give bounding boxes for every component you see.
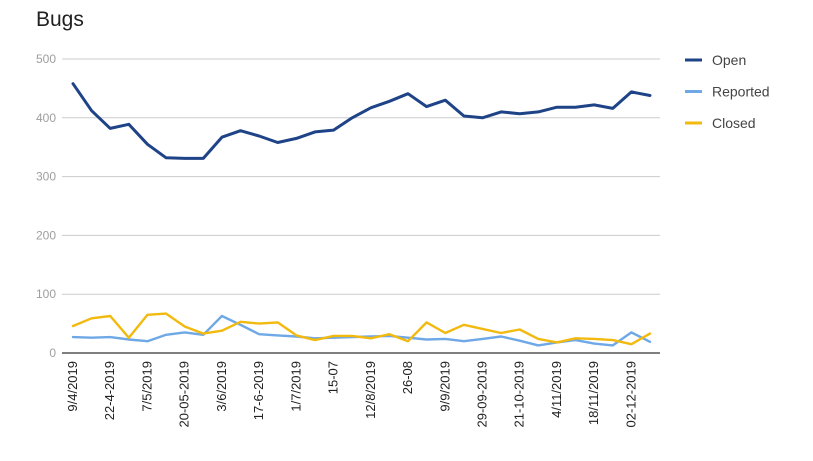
x-tick-label: 21-10-2019 [512,361,527,428]
x-tick-label: 15-07 [326,361,341,394]
x-tick-label: 18/11/2019 [586,361,601,425]
y-tick-label: 300 [36,170,56,184]
x-axis-ticks: 9/4/2019 22-4-2019 7/5/2019 20-05-2019 3/6/2… [65,361,638,428]
x-tick-label: 9/4/2019 [65,361,80,412]
y-tick-label: 100 [36,287,56,301]
x-tick-label: 22-4-2019 [102,361,117,420]
x-tick-label: 29-09-2019 [474,361,489,428]
y-tick-label: 200 [36,228,56,242]
series-line-open [71,82,652,160]
x-tick-label: 12/8/2019 [363,361,378,419]
x-tick-label: 20-05-2019 [177,361,192,428]
x-tick-label: 4/11/2019 [549,361,564,418]
x-tick-label: 02-12-2019 [623,361,638,428]
y-tick-label: 500 [36,52,56,66]
x-tick-label: 7/5/2019 [139,361,154,412]
legend-label: Reported [712,84,770,100]
series-line-closed [71,312,652,346]
y-tick-label: 0 [49,346,56,360]
y-axis-ticks: 0 100 200 300 400 500 [36,52,56,360]
gridlines [62,58,660,295]
x-tick-label: 26-08 [400,361,415,394]
y-tick-label: 400 [36,111,56,125]
legend: Open Reported Closed [685,52,770,131]
x-tick-label: 17-6-2019 [251,361,266,420]
legend-label: Open [712,52,746,68]
legend-label: Closed [712,115,756,131]
x-tick-label: 9/9/2019 [437,361,452,412]
chart-title: Bugs [36,8,84,31]
series-lines [71,82,652,347]
x-tick-label: 3/6/2019 [214,361,229,412]
x-tick-label: 1/7/2019 [288,361,303,412]
